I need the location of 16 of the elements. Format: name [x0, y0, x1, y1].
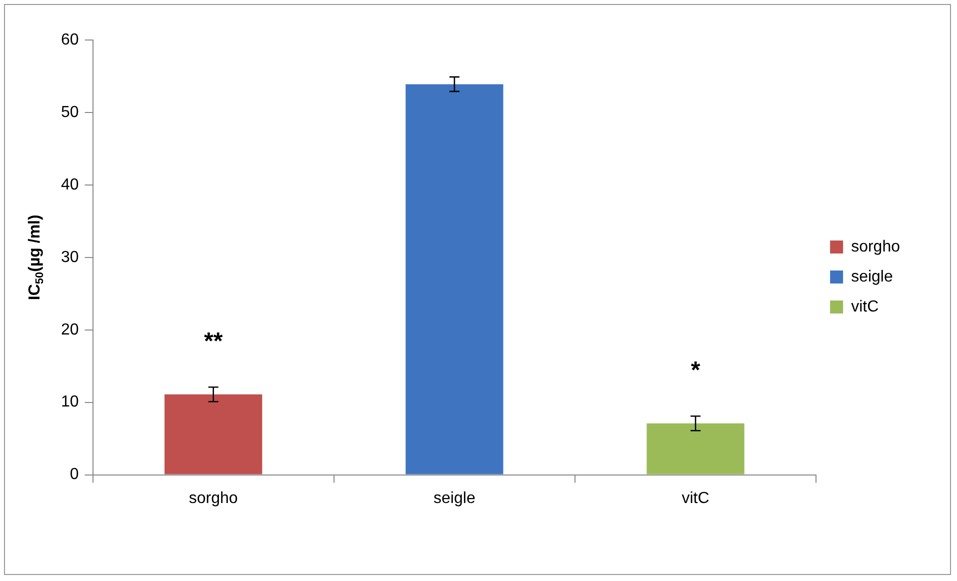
x-tick-label: sorgho — [188, 490, 238, 507]
legend-label: sorgho — [851, 238, 900, 256]
x-tick-label: vitC — [682, 490, 710, 507]
y-tick-label: 0 — [70, 466, 79, 484]
x-tick-label: seigle — [434, 490, 476, 507]
y-tick-label: 40 — [61, 176, 79, 194]
annotation: ** — [204, 328, 224, 355]
y-axis-title: IC50(µg /ml) — [26, 214, 46, 300]
y-tick-label: 20 — [61, 321, 79, 338]
annotation: * — [690, 356, 701, 384]
y-tick-label: 50 — [61, 104, 79, 121]
legend-label: seigle — [851, 268, 893, 286]
y-tick-label: 60 — [61, 31, 79, 48]
y-tick-label: 30 — [61, 248, 79, 266]
legend-label: vitC — [851, 298, 879, 316]
y-tick-label: 10 — [61, 394, 79, 411]
